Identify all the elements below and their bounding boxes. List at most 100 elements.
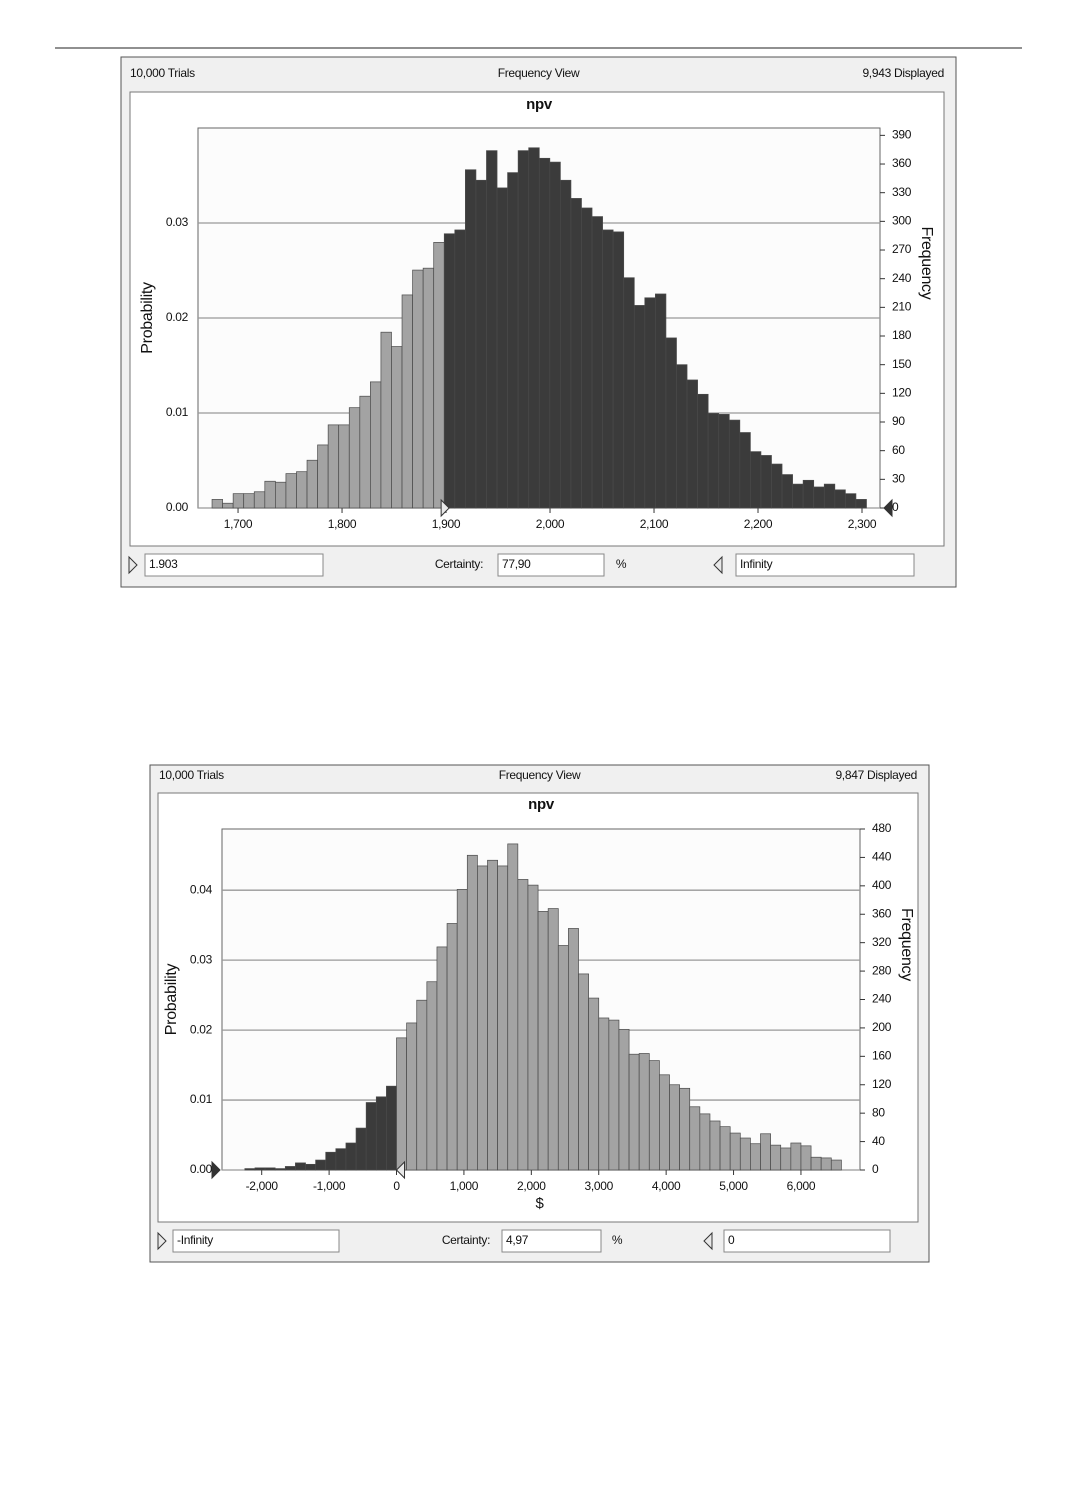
y2-tick-label: 80	[872, 1105, 885, 1119]
lower-field-arrow	[157, 1231, 167, 1251]
bar	[306, 459, 318, 509]
bar	[790, 1142, 802, 1171]
certainty-label: Certainty:	[442, 1233, 490, 1247]
upper-field[interactable]	[723, 1229, 891, 1253]
bar	[295, 1162, 306, 1171]
certainty-field[interactable]	[497, 553, 605, 577]
bar	[750, 451, 762, 509]
bar	[739, 1137, 751, 1171]
displayed-label: 9,847 Displayed	[835, 768, 917, 782]
bar	[800, 1145, 812, 1171]
bar	[315, 1159, 327, 1171]
bar	[401, 294, 413, 509]
x-tick-label: 1,700	[224, 517, 253, 531]
bar	[760, 1133, 771, 1171]
lower-marker	[440, 498, 450, 518]
x-tick-label: 6,000	[787, 1179, 816, 1193]
y2-tick-label: 280	[872, 963, 892, 977]
bar	[802, 479, 815, 509]
view-label: Frequency View	[499, 768, 581, 782]
lower-field-arrow	[128, 555, 138, 575]
y2-tick-label: 300	[892, 214, 912, 228]
lower-field[interactable]	[144, 553, 324, 577]
bar	[771, 463, 783, 509]
bar	[697, 393, 709, 509]
bar	[365, 1102, 377, 1171]
bar	[810, 1156, 822, 1171]
upper-field-arrow	[703, 1231, 713, 1251]
bar	[655, 293, 667, 509]
bar	[466, 854, 478, 1171]
bar	[433, 242, 445, 509]
bar	[370, 381, 382, 509]
bar	[557, 945, 569, 1171]
y2-tick-label: 360	[872, 906, 892, 920]
bar	[454, 229, 466, 509]
y2-tick-label: 330	[892, 185, 912, 199]
y-tick-label: 0.04	[190, 882, 213, 896]
y2-tick-label: 480	[872, 821, 892, 835]
x-tick-label: 1,900	[432, 517, 461, 531]
bar	[355, 1127, 367, 1171]
y2-tick-label: 0	[872, 1162, 879, 1176]
y-tick-label: 0.01	[190, 1092, 213, 1106]
bar	[327, 424, 340, 509]
bar	[527, 884, 539, 1171]
bar	[426, 981, 438, 1171]
y-tick-label: 0.02	[166, 310, 189, 324]
y2-tick-label: 180	[892, 328, 912, 342]
certainty-field-text: 77,90	[502, 557, 531, 571]
bar	[412, 269, 424, 509]
bar	[538, 157, 551, 509]
lower-field-text: 1.903	[149, 557, 178, 571]
view-label: Frequency View	[498, 66, 580, 80]
trials-label: 10,000 Trials	[159, 768, 224, 782]
upper-field[interactable]	[735, 553, 915, 577]
x-axis-label: $	[535, 1195, 544, 1212]
bar	[422, 267, 435, 509]
bar	[820, 1157, 832, 1171]
bar	[477, 865, 488, 1171]
bar	[375, 1096, 387, 1171]
y-tick-label: 0.00	[190, 1162, 213, 1176]
y2-tick-label: 240	[892, 271, 912, 285]
bar	[760, 455, 772, 509]
percent-label: %	[616, 557, 627, 571]
bar	[446, 923, 458, 1171]
bar	[443, 233, 456, 509]
y2-tick-label: 90	[892, 414, 905, 428]
bar	[780, 1147, 792, 1171]
bar	[568, 928, 579, 1171]
certainty-field[interactable]	[501, 1229, 602, 1253]
bar	[386, 1085, 397, 1171]
y-tick-label: 0.03	[166, 215, 189, 229]
percent-label: %	[612, 1233, 623, 1247]
y-axis-label: Probability	[163, 963, 180, 1035]
x-tick-label: 0	[393, 1179, 400, 1193]
bar	[391, 346, 403, 509]
bar	[588, 997, 600, 1171]
bar	[406, 1022, 418, 1171]
bar	[416, 999, 428, 1171]
y2-tick-label: 150	[892, 357, 912, 371]
bar	[254, 1167, 266, 1171]
bar	[285, 473, 297, 509]
y2-tick-label: 160	[872, 1049, 892, 1063]
bar	[507, 172, 519, 509]
upper-field-text: Infinity	[740, 557, 773, 571]
x-tick-label: 2,000	[517, 1179, 546, 1193]
bar	[699, 1113, 711, 1171]
x-tick-label: 3,000	[584, 1179, 613, 1193]
bar	[436, 946, 448, 1171]
bar	[719, 1126, 731, 1171]
x-tick-label: 4,000	[652, 1179, 681, 1193]
bar	[591, 216, 603, 509]
bar	[623, 277, 635, 509]
lower-field[interactable]	[172, 1229, 340, 1253]
bar	[547, 908, 559, 1171]
bar	[560, 179, 572, 509]
bar	[665, 337, 677, 509]
bar	[345, 1142, 357, 1171]
bar	[855, 499, 867, 509]
bar	[659, 1074, 670, 1171]
